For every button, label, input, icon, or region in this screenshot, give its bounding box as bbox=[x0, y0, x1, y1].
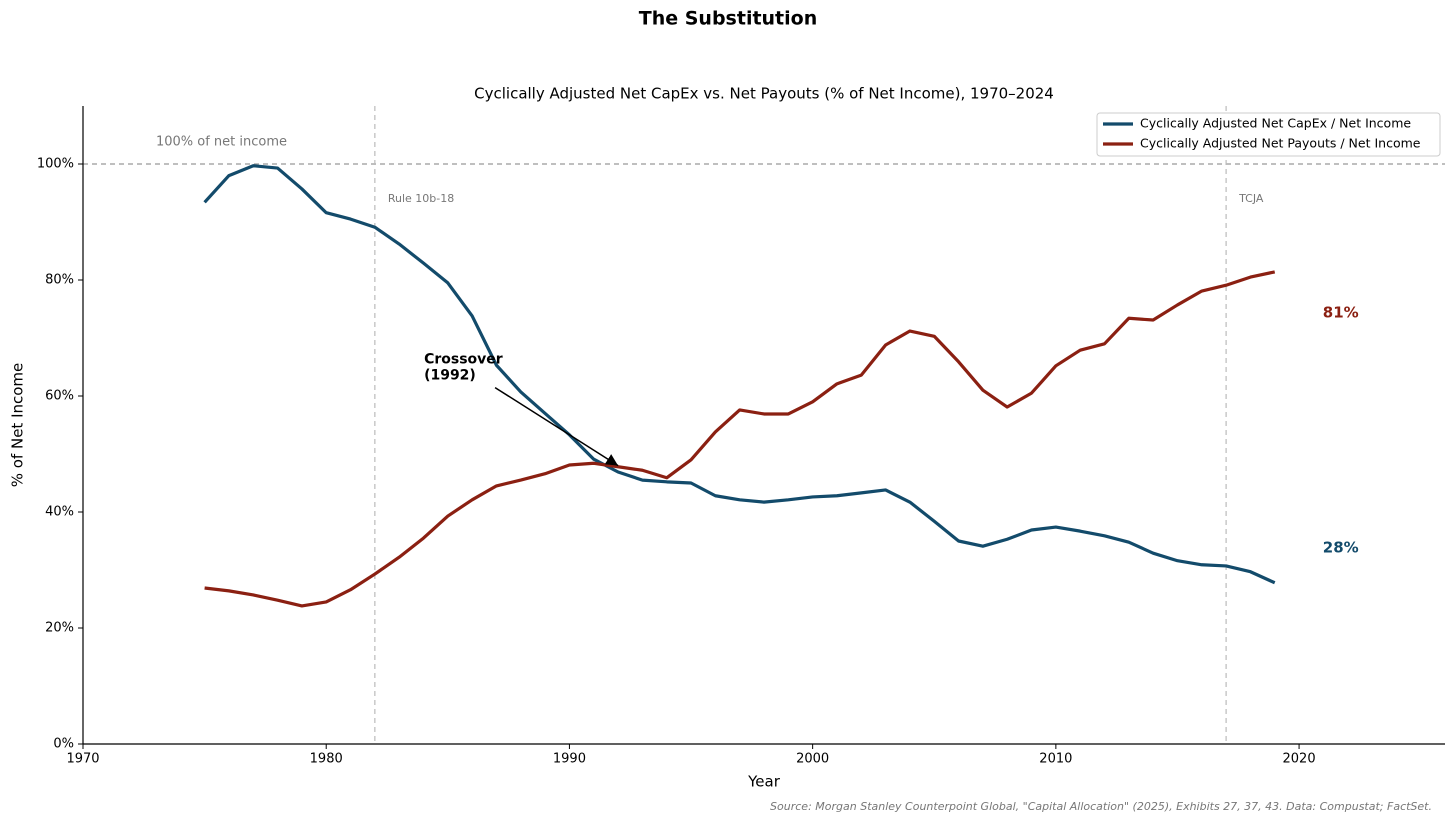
x-tick-label: 1990 bbox=[553, 752, 586, 767]
x-tick-label: 2000 bbox=[796, 752, 829, 767]
event-label: TCJA bbox=[1238, 192, 1264, 205]
legend-label: Cyclically Adjusted Net CapEx / Net Inco… bbox=[1140, 116, 1411, 131]
event-label: Rule 10b-18 bbox=[388, 192, 454, 205]
y-tick-label: 20% bbox=[45, 621, 74, 636]
legend-box bbox=[1096, 112, 1441, 157]
data-line bbox=[203, 164, 1276, 585]
y-tick-label: 0% bbox=[53, 737, 74, 752]
x-tick-label: 2010 bbox=[1039, 752, 1072, 767]
y-tick-label: 40% bbox=[45, 505, 74, 520]
annotation-text: Crossover bbox=[424, 352, 503, 368]
x-tick-label: 1970 bbox=[66, 752, 99, 767]
y-tick-label: 100% bbox=[37, 157, 74, 172]
end-label: 81% bbox=[1323, 303, 1359, 321]
y-tick-label: 60% bbox=[45, 389, 74, 404]
reference-label: 100% of net income bbox=[156, 135, 287, 150]
x-tick-label: 2020 bbox=[1283, 752, 1316, 767]
source-note: Source: Morgan Stanley Counterpoint Glob… bbox=[770, 800, 1432, 813]
legend-label: Cyclically Adjusted Net Payouts / Net In… bbox=[1140, 136, 1421, 151]
chart-subtitle: Cyclically Adjusted Net CapEx vs. Net Pa… bbox=[474, 85, 1054, 103]
data-line bbox=[204, 270, 1276, 608]
y-tick-label: 80% bbox=[45, 273, 74, 288]
x-tick-label: 1980 bbox=[310, 752, 343, 767]
x-axis-label: Year bbox=[747, 773, 781, 791]
annotation-arrow bbox=[494, 386, 619, 467]
chart-title: The Substitution bbox=[639, 8, 818, 30]
end-label: 28% bbox=[1323, 538, 1359, 556]
annotation-text: (1992) bbox=[424, 368, 476, 384]
y-axis-label: % of Net Income bbox=[9, 363, 27, 488]
